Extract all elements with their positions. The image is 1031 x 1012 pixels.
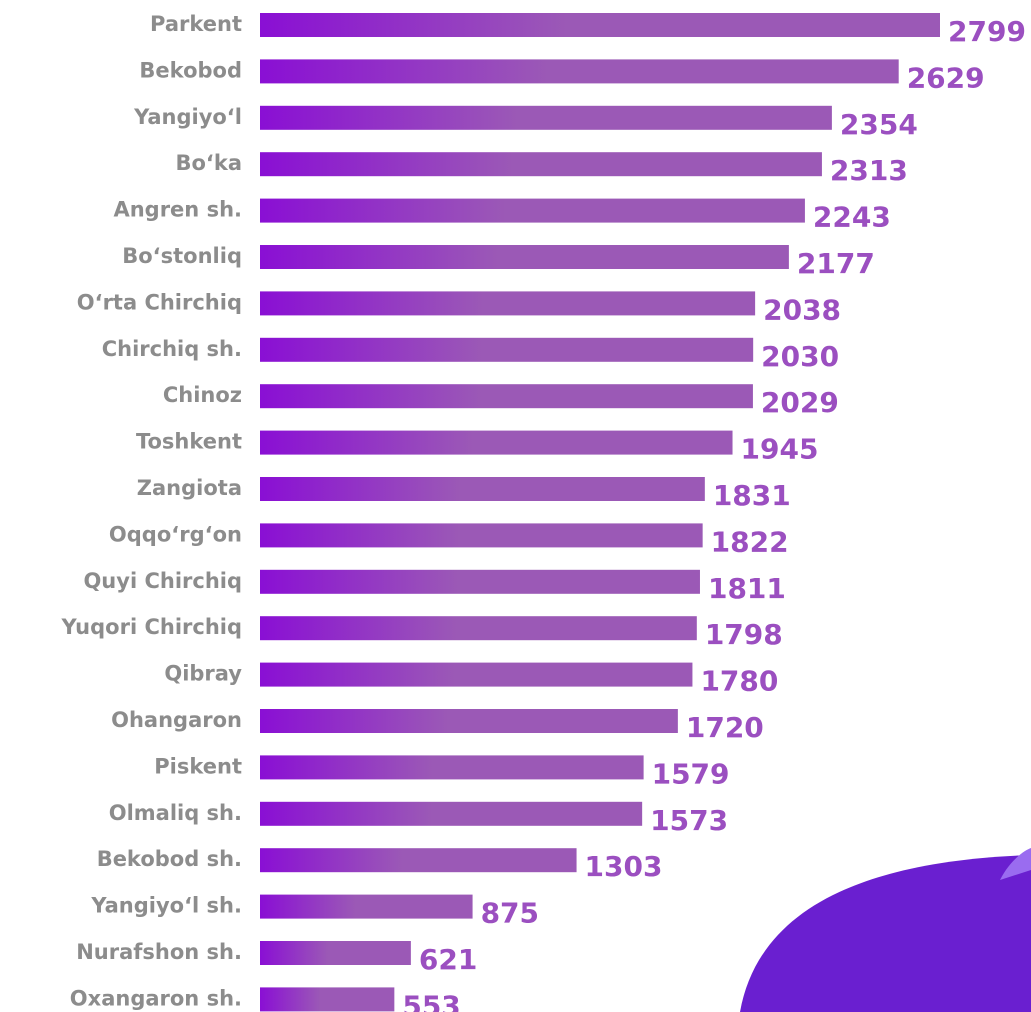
value-label: 1831 xyxy=(713,479,791,512)
category-label: Oqqo‘rg‘on xyxy=(109,522,242,546)
bar xyxy=(260,894,473,919)
category-label: Quyi Chirchiq xyxy=(83,569,242,593)
category-label: Zangiota xyxy=(137,476,242,500)
bar xyxy=(260,337,754,362)
value-label: 1573 xyxy=(650,804,728,837)
category-label: Parkent xyxy=(150,12,242,36)
bar xyxy=(260,616,697,641)
category-label: Bekobod sh. xyxy=(97,847,242,871)
category-label: Toshkent xyxy=(136,430,242,454)
category-label: Chinoz xyxy=(163,383,242,407)
category-label: O‘rta Chirchiq xyxy=(77,290,242,314)
value-label: 621 xyxy=(419,943,477,976)
category-label: Oxangaron sh. xyxy=(70,986,242,1010)
value-label: 2038 xyxy=(763,293,841,326)
bar xyxy=(260,941,411,965)
bar xyxy=(260,13,940,37)
category-label: Qibray xyxy=(164,662,242,686)
bar xyxy=(260,569,700,594)
bar xyxy=(260,709,678,733)
category-label: Yuqori Chirchiq xyxy=(61,615,243,639)
value-label: 1720 xyxy=(686,711,764,744)
value-label: 1945 xyxy=(741,433,819,466)
value-label: 2029 xyxy=(761,386,839,419)
value-label: 875 xyxy=(481,897,539,930)
category-label: Chirchiq sh. xyxy=(102,337,242,361)
value-label: 2313 xyxy=(830,154,908,187)
bar xyxy=(260,848,577,873)
category-label: Angren sh. xyxy=(113,198,242,222)
bar xyxy=(260,523,703,548)
category-label: Olmaliq sh. xyxy=(109,801,242,825)
bar xyxy=(260,987,395,1012)
value-label: 1811 xyxy=(708,572,786,605)
value-label: 2177 xyxy=(797,247,875,280)
category-label: Ohangaron xyxy=(111,708,242,732)
bar xyxy=(260,59,899,84)
bar xyxy=(260,105,832,130)
value-label: 1579 xyxy=(652,757,730,790)
bar xyxy=(260,430,733,455)
value-label: 2030 xyxy=(761,340,839,373)
bar xyxy=(260,152,822,177)
category-label: Bo‘stonliq xyxy=(122,244,242,268)
bar xyxy=(260,384,753,409)
bar xyxy=(260,801,643,826)
value-label: 2354 xyxy=(840,108,918,141)
value-label: 1303 xyxy=(585,850,663,883)
value-label: 1822 xyxy=(711,525,789,558)
bar xyxy=(260,291,756,316)
decor-blob xyxy=(740,855,1031,1012)
value-label: 2629 xyxy=(907,61,985,94)
category-label: Piskent xyxy=(154,754,242,778)
decor-blob-light xyxy=(1000,848,1031,880)
value-label: 553 xyxy=(402,989,460,1012)
bar xyxy=(260,477,705,501)
category-label: Bekobod xyxy=(139,58,242,82)
category-label: Nurafshon sh. xyxy=(76,940,242,964)
value-label: 1780 xyxy=(700,665,778,698)
value-label: 2243 xyxy=(813,201,891,234)
bar xyxy=(260,198,805,223)
category-label: Yangiyo‘l xyxy=(133,105,242,129)
value-label: 2799 xyxy=(948,15,1026,48)
bar xyxy=(260,755,644,780)
bar xyxy=(260,245,789,269)
category-label: Bo‘ka xyxy=(175,151,242,175)
bars: Parkent 2799 Bekobod 2629 Yangiyo‘l 2354 Bo‘ka… xyxy=(61,12,1026,1012)
value-label: 1798 xyxy=(705,618,783,651)
category-label: Yangiyo‘l sh. xyxy=(90,894,242,918)
bar xyxy=(260,662,693,687)
